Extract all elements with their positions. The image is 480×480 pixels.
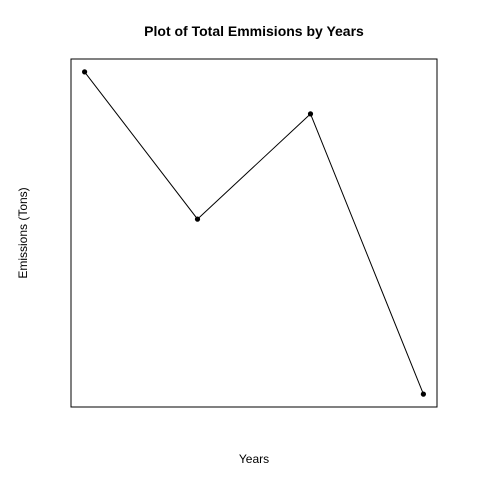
- series-line: [84, 71, 424, 395]
- chart-title: Plot of Total Emmisions by Years: [144, 23, 364, 39]
- data-point-1: [82, 69, 88, 75]
- data-point-3: [307, 111, 314, 117]
- y-axis-label: Emissions (Tons): [16, 187, 30, 278]
- series-layer: [82, 69, 426, 397]
- data-point-4: [420, 391, 426, 397]
- data-point-2: [194, 216, 201, 222]
- x-axis-label: Years: [239, 452, 269, 466]
- plot-frame: [70, 58, 438, 408]
